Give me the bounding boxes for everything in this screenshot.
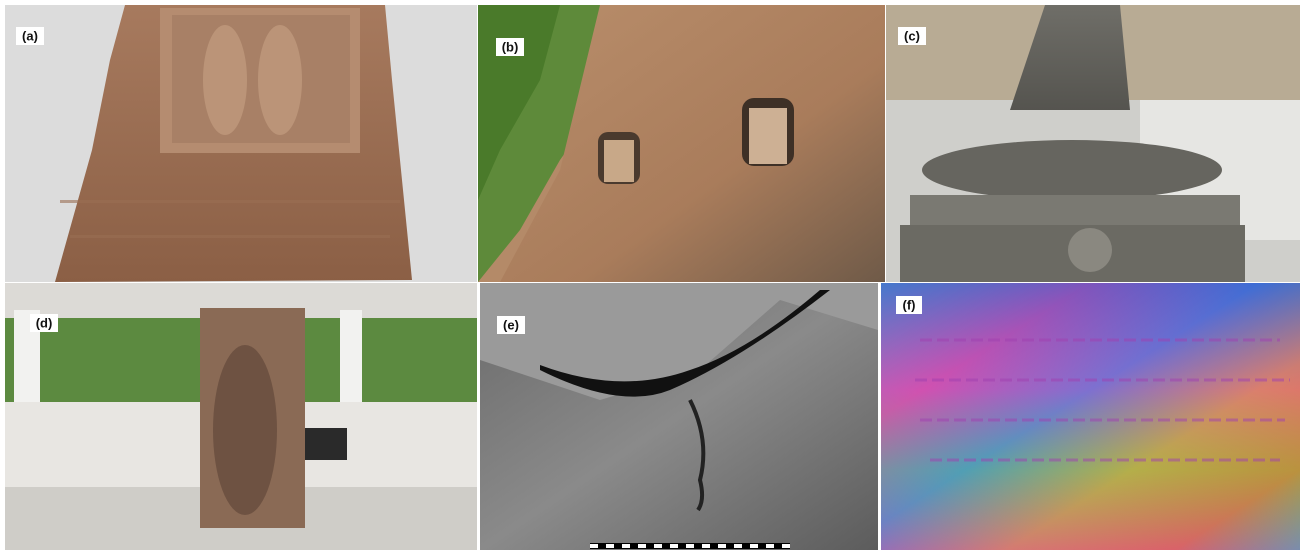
photo-f [881,283,1300,550]
label-box [16,27,44,45]
labels: (a) (b) (c) (d) (e) (f) [16,27,926,334]
panel-label: (f) [903,297,916,312]
photo-d [5,283,477,550]
photo-c [886,5,1300,282]
panel-label: (a) [22,28,38,43]
label-box [898,27,926,45]
panel-label: (c) [904,28,920,43]
panel-label: (d) [36,315,53,330]
photo-a [5,5,477,282]
label-box [496,38,524,56]
photo-b [478,5,885,282]
label-box [30,314,58,332]
label-box [896,296,922,314]
panel-label: (b) [502,39,519,54]
photo-e [480,283,878,550]
panel-label: (e) [503,317,519,332]
scale-bar [590,543,790,549]
label-box [497,316,525,334]
